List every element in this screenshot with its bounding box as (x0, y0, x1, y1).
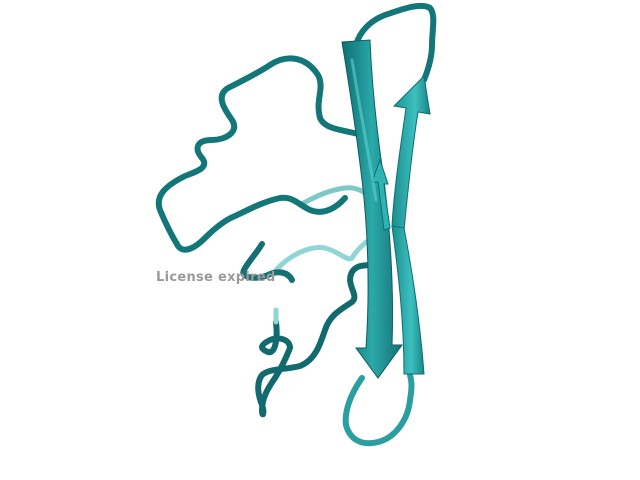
beta-strand-3 (371, 158, 391, 231)
beta-strand-1-highlight (350, 58, 378, 202)
background-loop (273, 229, 388, 273)
coil-top-hairpin (353, 2, 437, 83)
coil-upper-left (155, 55, 365, 253)
coil-middle-left (240, 241, 295, 283)
beta-strand-2-lower (391, 225, 425, 375)
license-watermark: License expired (156, 270, 276, 285)
beta-strand-1 (341, 39, 403, 379)
beta-strand-2 (391, 74, 431, 231)
coil-bottom-hairpin (342, 372, 415, 447)
coil-lower-left (255, 259, 383, 418)
